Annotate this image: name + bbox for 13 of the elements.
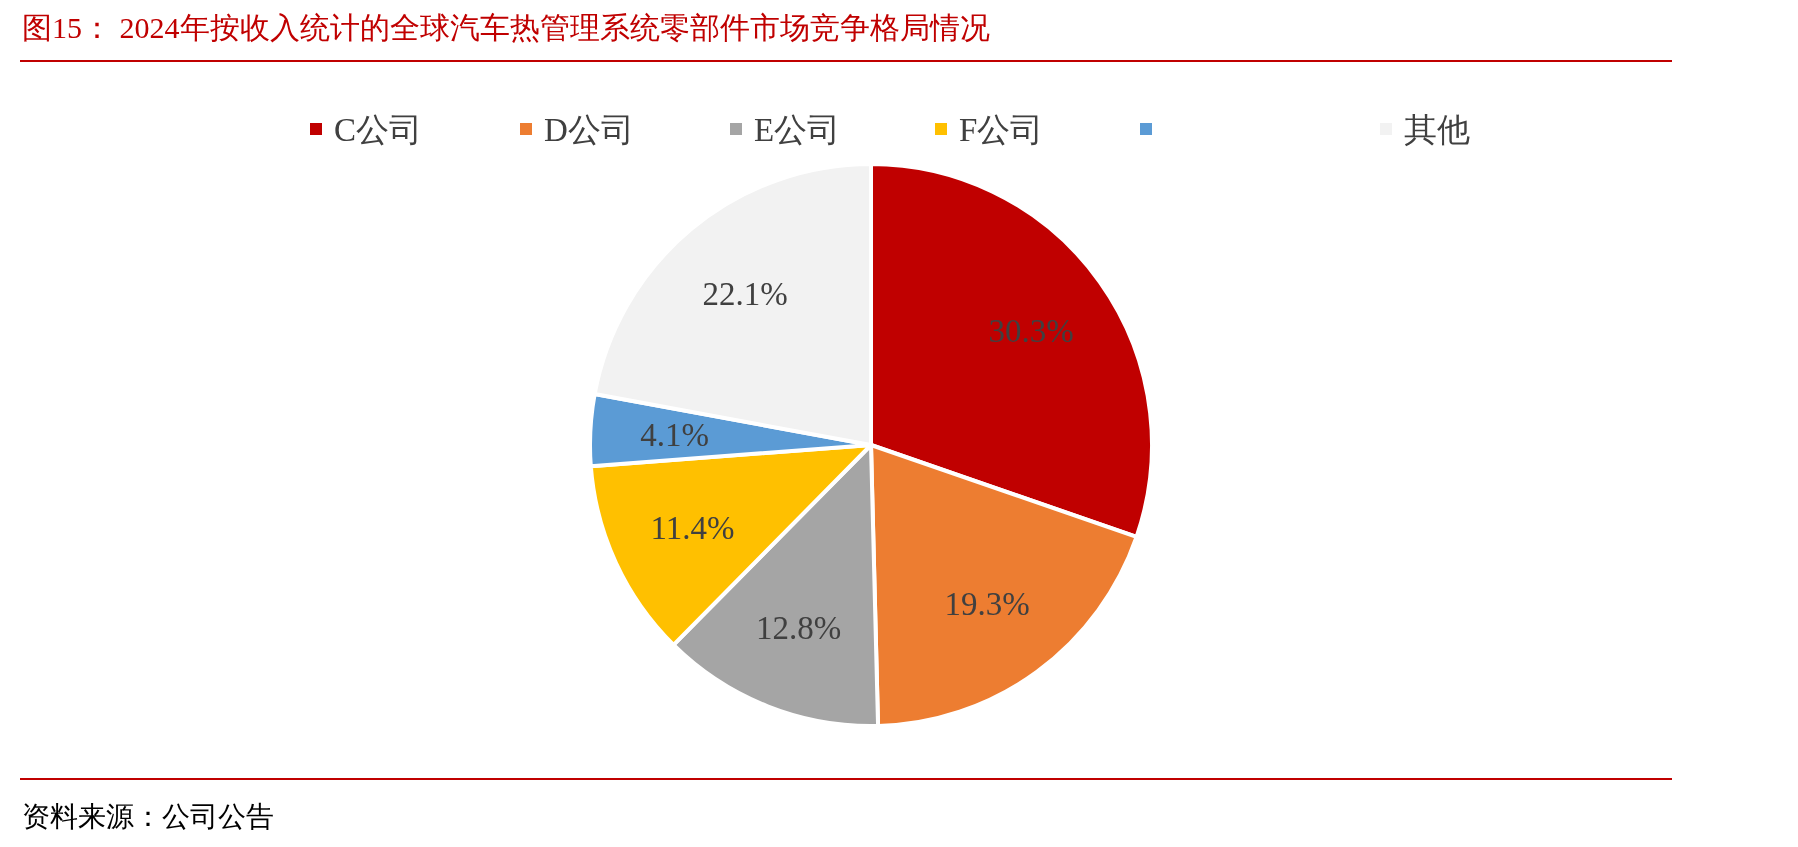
data-label: 4.1% (640, 417, 709, 454)
legend-label: D公司 (544, 112, 634, 148)
data-label: 22.1% (702, 276, 788, 313)
legend-label: E公司 (754, 112, 841, 148)
chart-title: 图15： 2024年按收入统计的全球汽车热管理系统零部件市场竞争格局情况 (22, 11, 990, 44)
data-label: 30.3% (988, 313, 1074, 350)
legend-label: F公司 (959, 112, 1044, 148)
data-label: 11.4% (650, 510, 735, 547)
legend-label: C公司 (334, 112, 423, 148)
text: 资料来源：公司公告 (22, 801, 274, 832)
data-label: 19.3% (944, 586, 1030, 623)
legend-label: 其他 (1404, 112, 1470, 148)
data-label: 12.8% (755, 610, 842, 647)
